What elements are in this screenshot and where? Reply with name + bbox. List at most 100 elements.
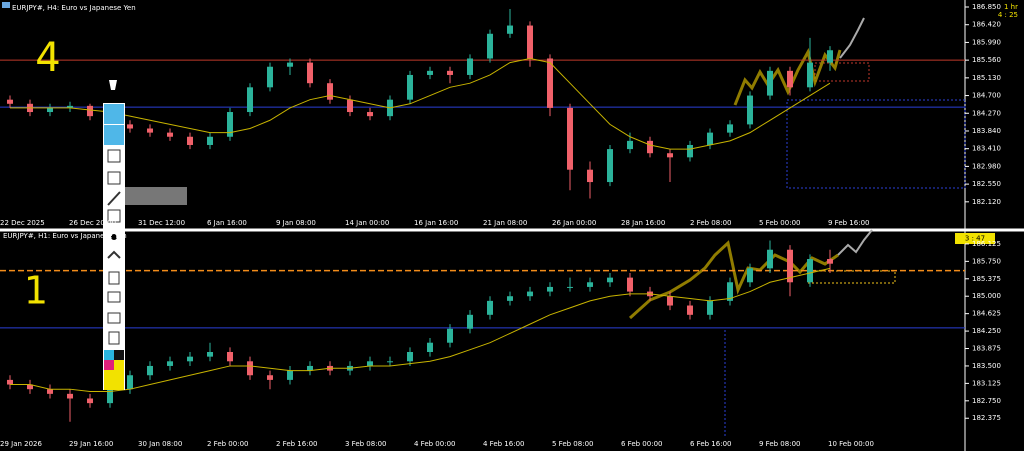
x-tick-label: 21 Jan 08:00 [483,219,527,227]
template-tool[interactable] [107,291,121,303]
color-swatch[interactable] [104,350,114,360]
candle-body [707,132,713,145]
candle-body [447,70,453,75]
y-tick-label: 184.700 [972,92,1001,100]
candle-body [87,105,93,117]
y-tick-label: 185.990 [972,38,1001,46]
candle-body [67,105,73,108]
candle-body [747,95,753,125]
candle-body [567,286,573,288]
candle-body [547,58,553,108]
candle-body [827,50,833,63]
y-tick-label: 183.875 [972,345,1001,353]
candle-body [407,352,413,362]
y-tick-label: 185.375 [972,275,1001,283]
candle-body [287,370,293,380]
candles [0,9,965,422]
candle-body [607,277,613,283]
candle-body [827,259,833,264]
candle-body [47,389,53,394]
screenshot-tool[interactable] [107,312,121,324]
x-tick-label: 2 Feb 08:00 [690,219,731,227]
candle-body [307,365,313,371]
moving-average [10,267,831,393]
candle-body [227,112,233,137]
x-tick-label: 5 Feb 00:00 [759,219,800,227]
candle-body [647,140,653,154]
candle-body [127,124,133,129]
candle-body [807,62,813,88]
candle-body [547,286,553,292]
magnet-tool[interactable] [107,149,121,163]
candle-body [527,291,533,297]
candle-body [627,140,633,150]
y-tick-label: 182.120 [972,198,1001,206]
x-tick-label: 28 Jan 16:00 [621,219,665,227]
undo-tool[interactable] [107,250,121,259]
candle-body [687,144,693,158]
candle-body [207,136,213,145]
candle-body [27,384,33,390]
candle-body [327,83,333,100]
y-tick-label: 182.550 [972,180,1001,188]
y-tick-label: 184.250 [972,327,1001,335]
y-tick-label: 182.375 [972,414,1001,422]
candle-body [727,124,733,133]
candle-body [7,99,13,104]
x-tick-label: 31 Dec 12:00 [138,219,185,227]
color-swatch[interactable] [114,350,124,360]
clipboard-tool[interactable] [108,331,120,345]
y-tick-label: 185.560 [972,56,1001,64]
countdown-box [955,233,995,244]
y-tick-label: 183.410 [972,145,1001,153]
y-tick-label: 184.625 [972,310,1001,318]
y-tick-label: 186.420 [972,21,1001,29]
candle-body [7,379,13,385]
candle-body [747,268,753,283]
candle-body [427,342,433,353]
candle-body [347,99,353,113]
candle-body [407,74,413,100]
candle-body [447,328,453,343]
x-tick-label: 6 Jan 16:00 [207,219,247,227]
toolbar-panel [103,103,125,390]
delete-tool[interactable] [108,271,120,285]
x-tick-label: 16 Jan 16:00 [414,219,458,227]
x-tick-label: 29 Jan 2026 [0,440,43,448]
candle-body [667,296,673,306]
label-tool[interactable] [107,171,121,185]
candle-body [207,352,213,357]
rectangle-drawing [786,99,966,189]
x-tick-label: 14 Jan 00:00 [345,219,389,227]
countdown: 3 : 47 [965,235,985,243]
y-tick-label: 183.125 [972,379,1001,387]
candle-body [247,87,253,113]
line-tool[interactable] [107,191,121,206]
x-tick-label: 30 Jan 08:00 [138,440,182,448]
cursor-tool[interactable] [104,125,124,145]
x-tick-label: 6 Feb 16:00 [690,440,731,448]
x-tick-label: 5 Feb 08:00 [552,440,593,448]
ruler-tool[interactable] [107,209,121,223]
eye-tool[interactable] [104,104,124,124]
candle-body [627,277,633,292]
x-tick-label: 10 Feb 00:00 [828,440,874,448]
candle-body [767,70,773,96]
color-swatch[interactable] [114,360,124,370]
color-swatch[interactable] [104,370,124,390]
pane-label: EURJPY#, H1: Euro vs Japanese Yen [3,232,127,240]
y-tick-label: 182.750 [972,397,1001,405]
x-tick-label: 3 Feb 08:00 [345,440,386,448]
candle-body [147,365,153,376]
candle-body [367,361,373,366]
candle-body [307,62,313,84]
candle-body [807,259,813,283]
dot-tool[interactable] [111,234,117,240]
color-swatch[interactable] [104,360,114,370]
x-tick-label: 4 Feb 16:00 [483,440,524,448]
tool-options [125,187,187,205]
pen-icon[interactable] [109,80,117,90]
